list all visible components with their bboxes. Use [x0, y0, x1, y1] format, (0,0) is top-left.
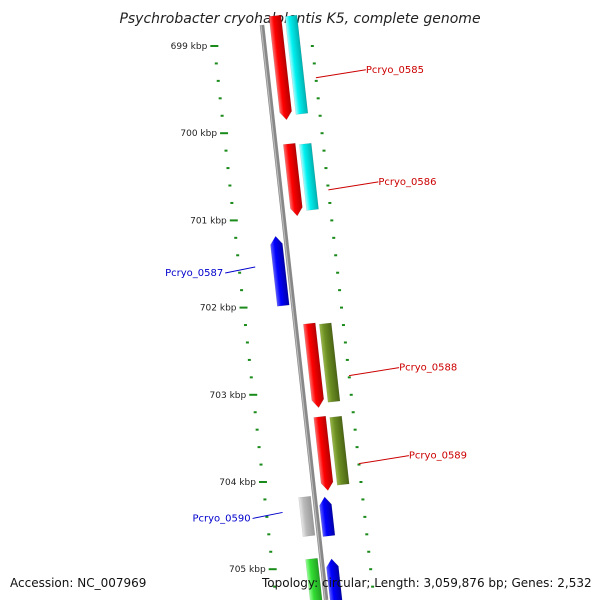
green-feature[interactable]	[305, 557, 323, 600]
accession-text: Accession: NC_007969	[10, 576, 147, 590]
gene-label[interactable]: Pcryo_0587	[165, 268, 223, 279]
gray-feature[interactable]	[298, 496, 316, 537]
gene-label[interactable]: Pcryo_0588	[399, 363, 457, 374]
gene-label-leader	[315, 69, 366, 79]
forward-cds[interactable]	[303, 322, 324, 409]
gene-label-leader	[349, 367, 400, 377]
gene-label-leader	[252, 511, 283, 519]
tick-label: 701 kbp	[190, 216, 227, 226]
tick-label: 702 kbp	[200, 304, 237, 314]
genome-backbone	[259, 24, 329, 600]
cyan-feature[interactable]	[299, 142, 319, 211]
gene-label[interactable]: Pcryo_0590	[192, 513, 250, 524]
tick-label: 705 kbp	[229, 565, 266, 575]
gene-label-leader	[225, 266, 256, 274]
forward-cds[interactable]	[268, 14, 293, 121]
map-title: Psychrobacter cryohalolentis K5, complet…	[119, 11, 480, 27]
tick-label: 699 kbp	[171, 42, 208, 52]
gene-label[interactable]: Pcryo_0585	[366, 65, 424, 76]
reverse-cds[interactable]	[326, 558, 343, 600]
olive-feature[interactable]	[329, 415, 350, 486]
forward-cds[interactable]	[283, 142, 303, 217]
topology-text: Topology: circular; Length: 3,059,876 bp…	[262, 576, 592, 590]
tick-label: 700 kbp	[180, 129, 217, 139]
olive-feature[interactable]	[319, 322, 341, 403]
gene-label[interactable]: Pcryo_0586	[378, 177, 436, 188]
gene-label-leader	[358, 455, 409, 465]
gene-label-leader	[328, 181, 379, 191]
forward-cds[interactable]	[313, 415, 334, 491]
gene-label[interactable]: Pcryo_0589	[409, 451, 467, 462]
genome-backbone-highlight	[260, 24, 326, 600]
reverse-cds[interactable]	[319, 496, 336, 537]
tick-label: 704 kbp	[219, 478, 256, 488]
tick-label: 703 kbp	[210, 391, 247, 401]
reverse-cds[interactable]	[270, 235, 290, 307]
cyan-feature[interactable]	[284, 14, 309, 115]
